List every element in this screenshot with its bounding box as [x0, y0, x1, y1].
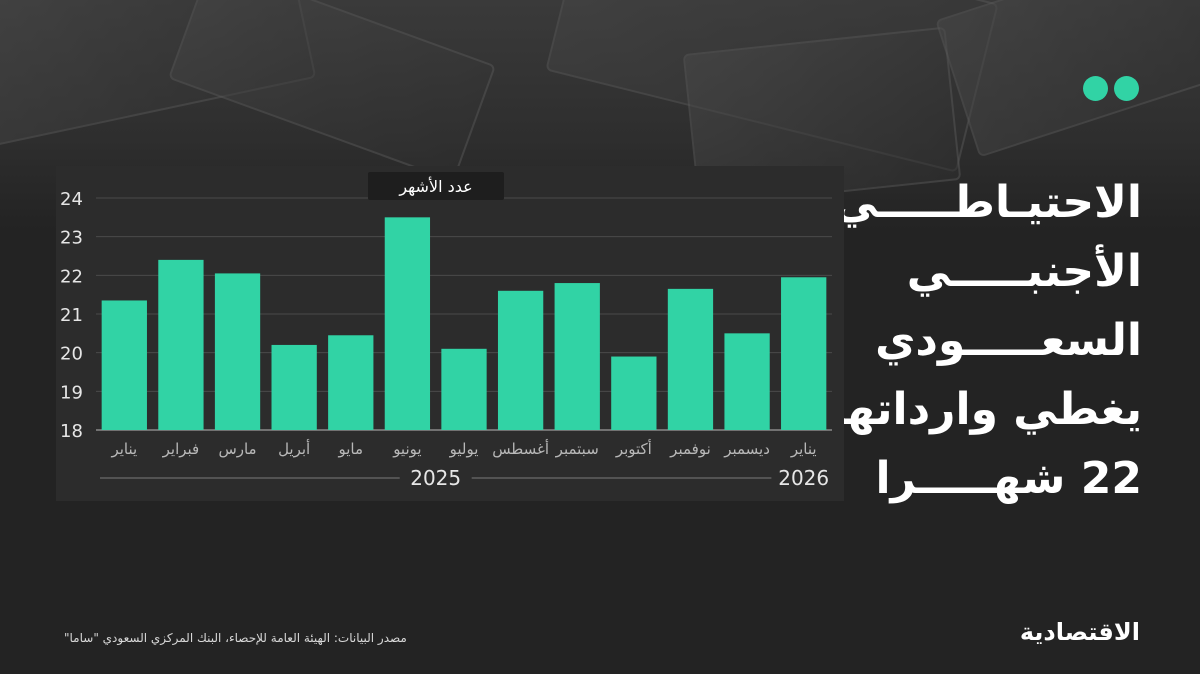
x-tick-label: فبراير: [162, 440, 200, 458]
headline-line: الاحتيـاطـــــي: [833, 177, 1142, 228]
y-tick-label: 21: [60, 305, 83, 326]
x-tick-label: سبتمبر: [555, 440, 599, 458]
headline-line: 22 شهـــــرا: [875, 453, 1142, 504]
headline-line: الأجنبـــــي: [906, 246, 1142, 297]
bar: [441, 348, 487, 430]
x-tick-label: يونيو: [392, 440, 421, 458]
bar: [611, 356, 657, 430]
bar: [214, 273, 261, 430]
bar: [781, 277, 827, 430]
bar-chart: 18 19 20 21 22 23 24 يناير فبراير مارس أبريل مايو يو…: [60, 172, 832, 490]
bar: [271, 344, 317, 430]
y-axis-label-box: [368, 172, 504, 200]
headline: الاحتيـاطـــــي الأجنبـــــي السعـــــود…: [830, 168, 1142, 513]
x-tick-label: نوفمبر: [669, 440, 711, 458]
y-axis-label: عدد الأشهر: [398, 176, 472, 197]
x-tick-label: ديسمبر: [723, 440, 770, 458]
bar: [724, 333, 770, 430]
y-tick-label: 23: [60, 228, 83, 249]
x-tick-label: يوليو: [449, 440, 479, 458]
publisher-logo: الاقتصادية: [1019, 618, 1140, 646]
year-label: 2026: [778, 466, 829, 490]
bar: [384, 217, 431, 430]
bar: [328, 335, 374, 430]
bar: [667, 288, 714, 430]
dot-icon: [1114, 76, 1139, 101]
x-tick-label: مايو: [338, 440, 364, 458]
y-tick-label: 19: [60, 382, 83, 403]
bar: [101, 300, 147, 430]
headline-line: السعـــــودي: [875, 315, 1142, 366]
headline-line: يغطي وارداتها: [830, 384, 1142, 435]
x-tick-label: يناير: [110, 440, 137, 458]
y-tick-label: 22: [60, 266, 83, 287]
year-label: 2025: [410, 466, 461, 490]
x-tick-label: أكتوبر: [615, 439, 652, 458]
x-tick-label: أغسطس: [492, 439, 549, 458]
y-tick-label: 18: [60, 421, 83, 442]
source-note: مصدر البيانات: الهيئة العامة للإحصاء، ال…: [64, 631, 407, 645]
x-tick-label: أبريل: [278, 439, 310, 458]
chart-panel: 18 19 20 21 22 23 24 يناير فبراير مارس أبريل مايو يو…: [56, 166, 844, 501]
bar: [554, 283, 600, 430]
dot-icon: [1083, 76, 1108, 101]
x-tick-label: مارس: [218, 440, 256, 458]
x-tick-label: يناير: [790, 440, 817, 458]
brand-dots: [1083, 76, 1139, 101]
y-tick-label: 24: [60, 189, 83, 210]
y-tick-label: 20: [60, 344, 83, 365]
bar: [497, 290, 544, 430]
bar: [158, 259, 204, 430]
